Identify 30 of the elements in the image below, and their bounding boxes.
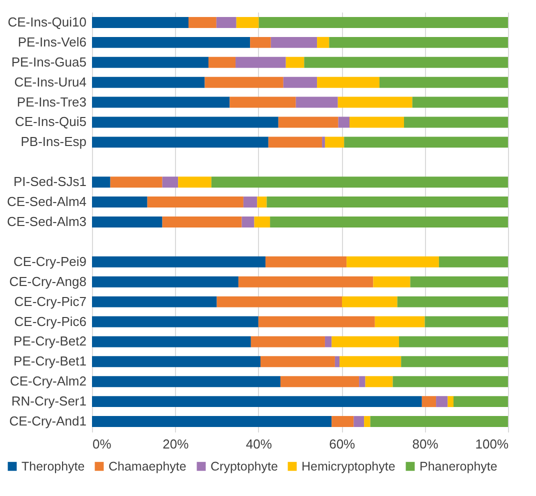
legend-label: Therophyte [22,459,85,474]
legend-label: Hemicryptophyte [302,459,396,474]
x-tick-label: 60% [329,436,356,452]
legend-label: Phanerophyte [420,459,498,474]
x-tick-label: 100% [475,436,509,452]
y-tick-label: CE-Cry-Alm2 [10,374,86,389]
y-tick-label: CE-Cry-Pic6 [14,314,86,329]
y-tick-label: RN-Cry-Ser1 [11,394,86,409]
y-tick-label: CE-Ins-Uru4 [14,74,86,90]
legend-label: Cryptophyte [210,459,278,474]
y-tick-label: PE-Ins-Vel6 [18,34,86,50]
y-tick-label: CE-Sed-Alm3 [7,214,86,229]
y-tick-label: CE-Sed-Alm4 [7,194,86,210]
legend-label: Chamaephyte [108,459,186,474]
y-tick-label: CE-Ins-Qui5 [14,114,86,130]
x-tick-label: 0% [92,436,112,452]
y-tick-label: PE-Ins-Gua5 [11,54,86,70]
y-tick-label: CE-Cry-Ang8 [9,274,86,289]
x-tick-label: 20% [162,436,190,452]
y-tick-label: PE-Cry-Bet1 [14,354,86,369]
x-tick-label: 80% [412,436,439,452]
y-tick-label: PB-Ins-Esp [20,134,86,150]
y-tick-label: CE-Cry-And1 [9,414,86,429]
y-tick-label: PI-Sed-SJs1 [14,174,86,190]
y-tick-label: PE-Ins-Tre3 [16,94,86,110]
y-tick-label: CE-Ins-Qui10 [8,14,86,30]
y-tick-label: PE-Cry-Bet2 [14,334,86,349]
x-tick-label: 40% [246,436,272,452]
y-tick-label: CE-Cry-Pic7 [14,294,86,309]
y-tick-label: CE-Cry-Pei9 [14,254,86,269]
